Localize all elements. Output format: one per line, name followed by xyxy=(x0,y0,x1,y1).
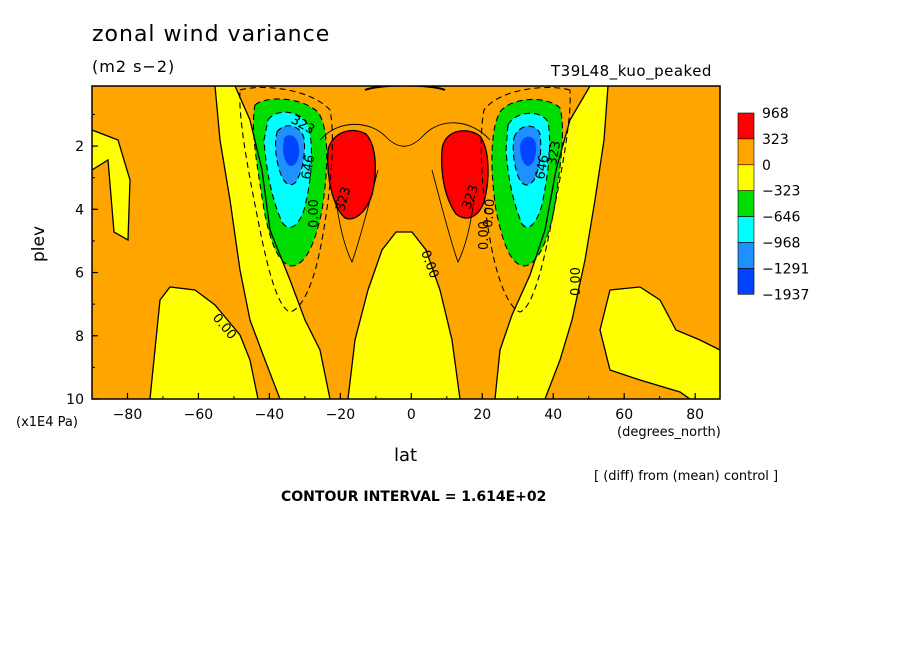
yellow-region-sh-edge xyxy=(92,130,130,399)
x-tick-label: 20 xyxy=(473,407,491,423)
x-tick-label: 60 xyxy=(615,407,633,423)
colorbar-swatch xyxy=(737,242,755,269)
colorbar-label: 968 xyxy=(762,106,789,122)
x-tick-label: 40 xyxy=(544,407,562,423)
y-tick-label: 4 xyxy=(75,202,84,218)
neg-contour-nh-cyan xyxy=(505,112,551,228)
contour-red-sh xyxy=(327,129,376,220)
colorbar-label: −1937 xyxy=(762,287,809,303)
contour-lines xyxy=(92,86,720,399)
contour-label: 646 xyxy=(533,154,552,181)
neg-contour-sh-outer xyxy=(239,86,333,313)
contour-top-arc xyxy=(364,86,446,91)
colorbar-swatch xyxy=(737,138,755,166)
contour-interval: CONTOUR INTERVAL = 1.614E+02 xyxy=(281,489,547,505)
contour-positive-inner-sh xyxy=(335,169,379,264)
colorbar-label: 0 xyxy=(762,158,771,174)
contour-positive-inner-nh xyxy=(431,169,475,264)
x-axis: −80 −60 −40 −20 0 20 40 60 80 xyxy=(91,393,704,423)
yellow-tongue-equator xyxy=(348,232,460,399)
chart-units: (m2 s−2) xyxy=(92,57,176,76)
contour-label: 646 xyxy=(299,154,318,181)
x-axis-label: lat xyxy=(394,445,418,466)
darkblue-core-nh xyxy=(520,136,537,166)
colorbar-swatch xyxy=(737,164,755,192)
yellow-band-nh xyxy=(495,86,608,399)
contour-label: 0.00 xyxy=(477,221,492,250)
contour-label: 0.00 xyxy=(481,198,498,228)
y-axis: 2 4 6 8 10 xyxy=(66,113,98,408)
x-axis-units: (degrees_north) xyxy=(617,425,721,440)
x-tick-label: −80 xyxy=(113,407,143,423)
x-tick-label: −40 xyxy=(255,407,285,423)
red-core-sh xyxy=(327,130,376,219)
colorbar-legend: 968 323 0 −323 −646 −968 −1291 −1937 xyxy=(737,106,809,303)
neg-contour-sh-green xyxy=(252,98,328,267)
diff-note: [ (diff) from (mean) control ] xyxy=(594,469,779,484)
colorbar-swatch xyxy=(737,190,755,217)
yellow-region-nh-edge xyxy=(600,287,720,399)
y-tick-label: 10 xyxy=(66,392,84,408)
x-tick-label: 0 xyxy=(407,407,416,423)
yellow-region-sh-high xyxy=(150,287,258,399)
y-tick-label: 8 xyxy=(75,329,84,345)
neg-contour-sh-cyan xyxy=(263,111,313,228)
contour-label: 0.00 xyxy=(307,199,322,228)
contour-label: 323 xyxy=(333,185,354,213)
y-tick-label: 6 xyxy=(75,266,84,282)
zero-contour-nh-edge xyxy=(599,286,720,399)
neg-contour-sh-blue xyxy=(275,125,306,186)
zero-contour-nh-band-left xyxy=(544,86,609,399)
red-core-nh xyxy=(441,130,489,218)
colorbar-label: −968 xyxy=(762,236,800,252)
contour-red-nh xyxy=(440,130,489,219)
colorbar-label: −323 xyxy=(762,184,800,200)
contour-label: 323 xyxy=(545,140,564,167)
colorbar-label: −1291 xyxy=(762,261,809,277)
chart-title: zonal wind variance xyxy=(92,22,331,47)
zero-contour-sh-band-right xyxy=(234,86,331,399)
zero-contour-sh-high xyxy=(149,286,259,399)
zero-contour-sh-band-left xyxy=(214,86,281,399)
zero-contour-sh-edge xyxy=(92,129,131,242)
colorbar-swatch xyxy=(737,112,755,140)
y-axis-units: (x1E4 Pa) xyxy=(16,415,78,430)
darkblue-core-sh xyxy=(283,135,300,166)
contour-positive-arch xyxy=(319,122,491,147)
colorbar-label: −646 xyxy=(762,210,801,226)
x-tick-label: −60 xyxy=(184,407,214,423)
colorbar-swatch xyxy=(737,216,755,243)
run-label: T39L48_kuo_peaked xyxy=(551,62,712,80)
x-tick-label: 80 xyxy=(686,407,704,423)
plot-frame xyxy=(91,85,721,400)
neg-contour-nh-blue xyxy=(512,125,542,186)
neg-contour-nh-green xyxy=(491,98,564,267)
y-tick-label: 2 xyxy=(75,139,84,155)
colorbar-label: 323 xyxy=(762,132,789,148)
negative-contours xyxy=(239,86,571,313)
contour-label: 0.00 xyxy=(569,267,584,296)
zero-contour-equator xyxy=(347,231,461,399)
filled-contours xyxy=(92,86,720,399)
x-tick-label: −20 xyxy=(326,407,356,423)
colorbar-swatch xyxy=(737,268,755,295)
